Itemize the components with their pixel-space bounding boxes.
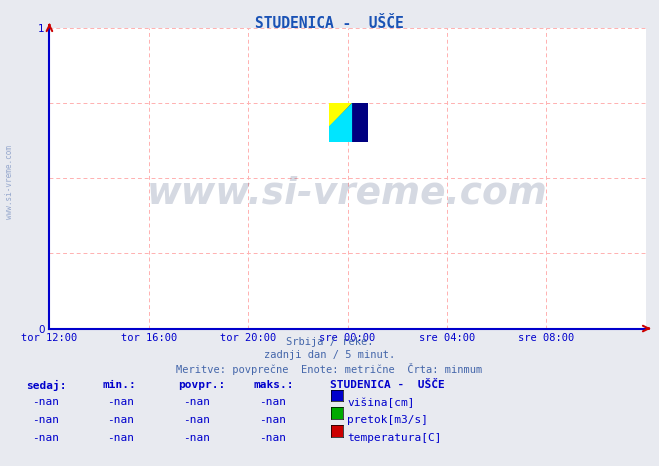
Text: -nan: -nan [107,415,134,425]
Text: -nan: -nan [259,397,286,407]
Text: povpr.:: povpr.: [178,380,225,390]
Text: Srbija / reke.: Srbija / reke. [286,337,373,347]
Text: višina[cm]: višina[cm] [347,397,415,408]
Text: www.si-vreme.com: www.si-vreme.com [5,145,14,219]
Text: STUDENICA -  UŠČE: STUDENICA - UŠČE [330,380,444,390]
Polygon shape [329,103,352,127]
Text: -nan: -nan [183,397,210,407]
Polygon shape [329,103,368,142]
Text: -nan: -nan [32,433,59,443]
Text: -nan: -nan [183,433,210,443]
Polygon shape [329,103,352,142]
Text: -nan: -nan [183,415,210,425]
Text: -nan: -nan [32,415,59,425]
Text: www.si-vreme.com: www.si-vreme.com [147,175,548,211]
Text: sedaj:: sedaj: [26,380,67,391]
Text: temperatura[C]: temperatura[C] [347,433,442,443]
Text: min.:: min.: [102,380,136,390]
Text: -nan: -nan [107,397,134,407]
Text: -nan: -nan [259,433,286,443]
Text: -nan: -nan [107,433,134,443]
Text: maks.:: maks.: [254,380,294,390]
Text: STUDENICA -  UŠČE: STUDENICA - UŠČE [255,16,404,31]
Text: Meritve: povprečne  Enote: metrične  Črta: minmum: Meritve: povprečne Enote: metrične Črta:… [177,363,482,376]
Text: -nan: -nan [32,397,59,407]
Text: pretok[m3/s]: pretok[m3/s] [347,415,428,425]
Text: zadnji dan / 5 minut.: zadnji dan / 5 minut. [264,350,395,360]
Text: -nan: -nan [259,415,286,425]
